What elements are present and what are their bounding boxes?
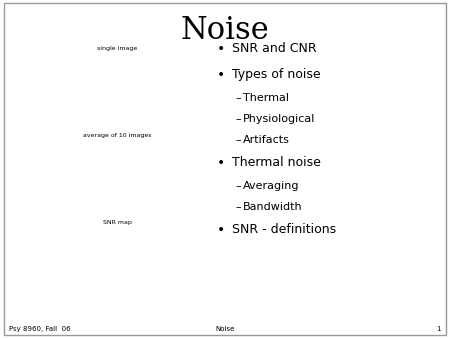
Text: Physiological: Physiological	[243, 114, 315, 124]
Text: –: –	[235, 202, 241, 212]
Text: •: •	[217, 223, 225, 237]
Text: –: –	[235, 135, 241, 145]
Text: Thermal: Thermal	[243, 93, 289, 103]
Text: Noise: Noise	[180, 15, 270, 46]
Text: Psy 8960, Fall  06: Psy 8960, Fall 06	[9, 326, 71, 332]
Text: 1: 1	[436, 326, 441, 332]
Text: –: –	[235, 93, 241, 103]
Text: •: •	[217, 42, 225, 56]
Text: –: –	[235, 181, 241, 191]
Text: Artifacts: Artifacts	[243, 135, 290, 145]
Text: Bandwidth: Bandwidth	[243, 202, 302, 212]
Text: Thermal noise: Thermal noise	[232, 156, 320, 169]
Text: SNR and CNR: SNR and CNR	[232, 42, 316, 55]
Text: Averaging: Averaging	[243, 181, 300, 191]
Text: average of 10 images: average of 10 images	[83, 132, 151, 138]
Text: –: –	[235, 114, 241, 124]
Text: •: •	[217, 68, 225, 81]
Text: Types of noise: Types of noise	[232, 68, 320, 80]
Text: •: •	[217, 156, 225, 170]
Text: SNR - definitions: SNR - definitions	[232, 223, 336, 236]
Text: SNR map: SNR map	[103, 220, 131, 225]
Text: Noise: Noise	[215, 326, 235, 332]
Text: single image: single image	[97, 46, 137, 51]
